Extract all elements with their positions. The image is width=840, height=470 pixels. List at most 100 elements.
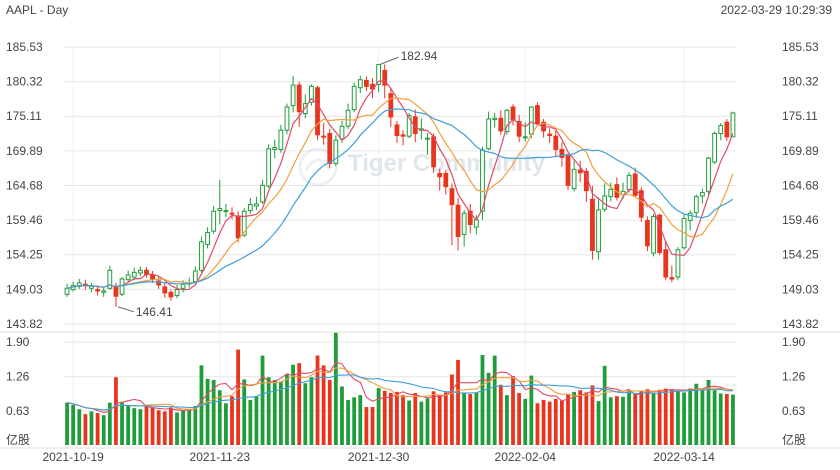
candle [449, 183, 455, 246]
volume-bar [602, 365, 607, 445]
candle [437, 168, 443, 191]
candle [260, 180, 265, 204]
volume-bar [71, 404, 76, 445]
candle [638, 187, 644, 222]
volume-unit-right: 亿股 [782, 432, 806, 447]
volume-bar [89, 411, 94, 445]
chart-axes: 185.53 185.53 180.32 180.32 175.11 175.11 169.… [6, 40, 819, 464]
volume-bar [309, 377, 314, 445]
candle [608, 182, 614, 202]
candle [590, 185, 595, 260]
volume-bar [437, 394, 442, 445]
low-price-annotation: 146.41 [117, 305, 173, 319]
candle [95, 285, 100, 296]
candle [461, 209, 467, 247]
candle [223, 203, 229, 218]
volume-bar [278, 381, 283, 445]
candle [302, 94, 308, 119]
volume-ma20-line [67, 374, 733, 411]
candle [675, 247, 681, 281]
volume-bar [584, 392, 589, 445]
volume-bar [114, 377, 118, 445]
candle [168, 289, 174, 301]
candle [577, 160, 583, 183]
volume-bar [651, 392, 656, 445]
volume-bar [450, 374, 454, 445]
volume-bar [95, 413, 100, 445]
volume-tick-right: 1.90 [782, 335, 806, 349]
price-tick-left: 175.11 [6, 109, 42, 123]
price-tick-left: 143.82 [6, 317, 43, 331]
volume-ma-lines [67, 361, 734, 414]
volume-bar [505, 395, 509, 445]
candle [278, 124, 284, 153]
volume-bar [621, 396, 625, 445]
volume-bar [663, 388, 668, 445]
volume-ma10-line [67, 367, 733, 411]
candle [217, 180, 223, 225]
price-tick-right: 154.25 [782, 248, 819, 262]
volume-bar [107, 402, 112, 445]
volume-bar [150, 407, 155, 445]
volume-bar [169, 407, 173, 445]
candle [254, 196, 259, 210]
candle [400, 130, 406, 146]
volume-bar [370, 407, 375, 445]
candle [632, 167, 638, 198]
candle [64, 283, 70, 297]
volume-bar [474, 392, 479, 445]
candle [510, 104, 516, 126]
candle [693, 194, 699, 218]
volume-bar [285, 374, 289, 445]
volume-bar [645, 389, 650, 445]
candle [333, 135, 339, 167]
price-tick-left: 159.46 [6, 213, 43, 227]
volume-bar [333, 332, 338, 445]
candle [541, 118, 546, 138]
candle [571, 160, 577, 192]
volume-bar [156, 410, 161, 445]
volume-bar [431, 391, 436, 445]
volume-bar [413, 392, 418, 445]
volume-bar [83, 414, 88, 445]
volume-bar [669, 389, 674, 445]
candle [137, 266, 143, 277]
volume-bar [443, 392, 448, 445]
candle [712, 131, 718, 165]
volume-bar [596, 401, 601, 445]
date-tick: 2021-10-19 [42, 450, 104, 464]
candle [700, 188, 705, 204]
volume-bar [327, 379, 332, 445]
date-tick: 2022-02-04 [495, 450, 557, 464]
price-tick-right: 169.89 [782, 144, 819, 158]
candle [724, 118, 730, 141]
volume-bar [181, 410, 186, 445]
candle [125, 270, 131, 283]
candle [388, 89, 394, 127]
volume-bar [346, 400, 350, 445]
price-tick-right: 185.53 [782, 40, 819, 54]
volume-bar [230, 396, 234, 445]
volume-bar [419, 401, 424, 445]
candle [321, 122, 327, 145]
volume-bar [395, 391, 399, 445]
price-tick-right: 149.03 [782, 282, 819, 296]
candle [443, 170, 449, 195]
volume-bar [566, 394, 570, 445]
volume-bar [211, 379, 216, 445]
price-tick-left: 149.03 [6, 282, 43, 296]
candle [498, 110, 504, 135]
volume-bar [382, 390, 387, 445]
volume-bar [358, 395, 363, 445]
volume-bar [712, 390, 717, 445]
chart-timestamp: 2022-03-29 10:29:39 [720, 3, 832, 17]
candle [663, 240, 669, 281]
candle [211, 205, 217, 234]
volume-bar [559, 400, 564, 445]
volume-bar [376, 388, 381, 445]
candle [687, 209, 693, 231]
candle [504, 108, 510, 135]
volume-bar [254, 396, 259, 445]
candle [492, 112, 498, 128]
